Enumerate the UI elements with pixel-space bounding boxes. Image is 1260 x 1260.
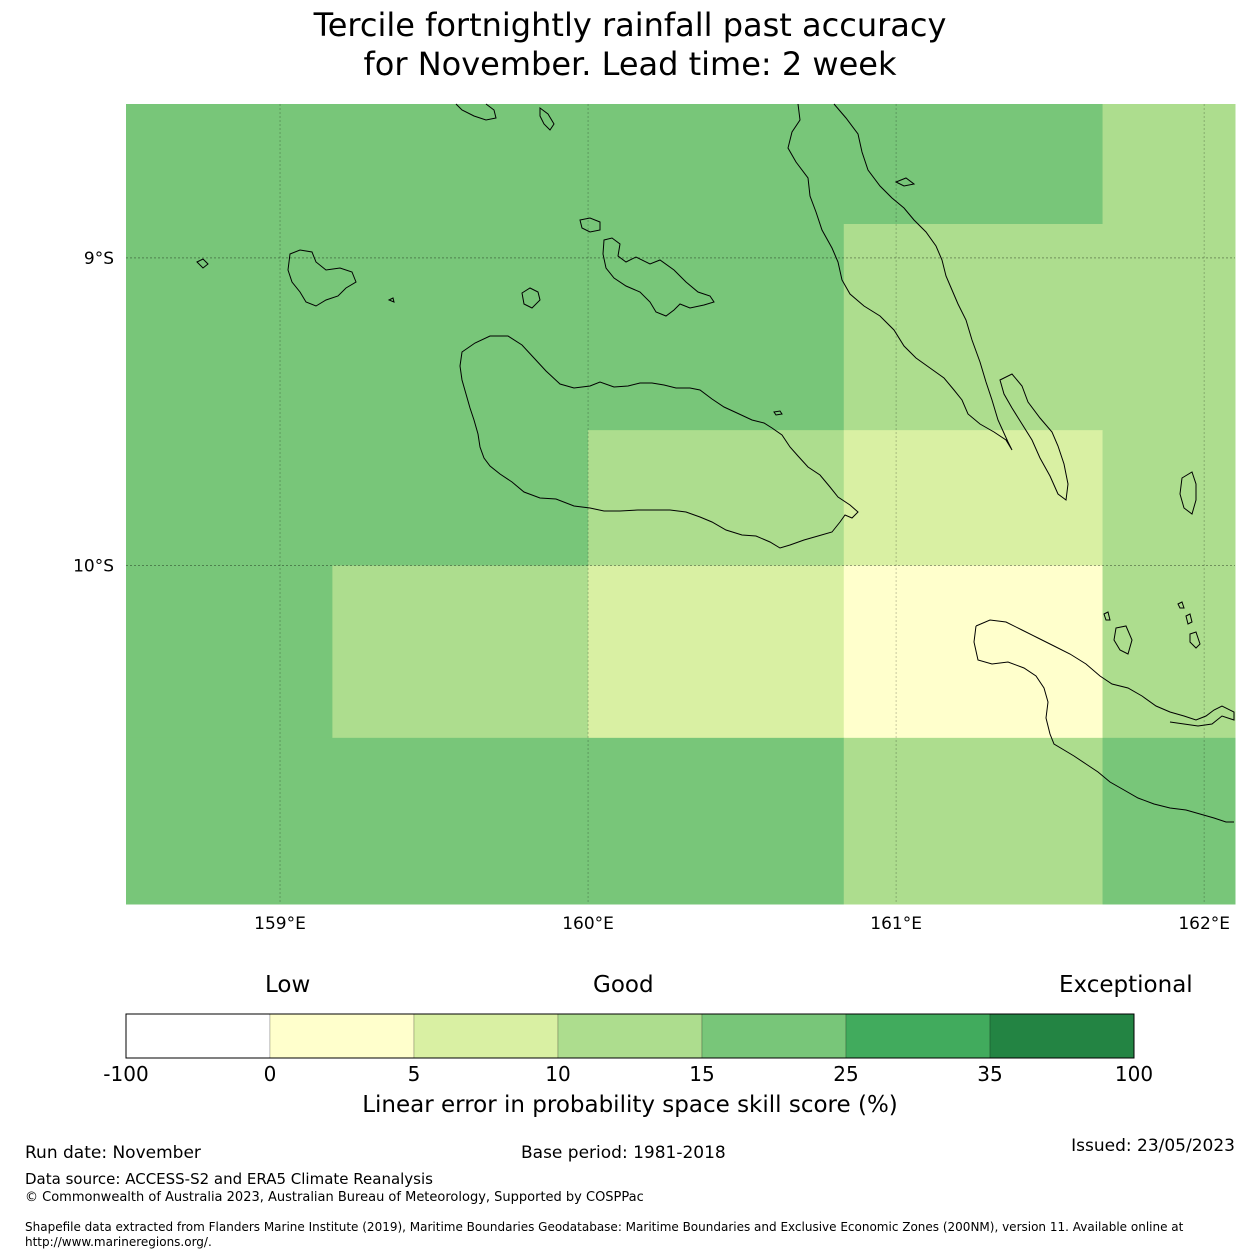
- skill-cell: [843, 104, 1104, 225]
- colorbar: [125, 1013, 1135, 1059]
- island-florida: [602, 237, 715, 317]
- island-santa-isabel: [455, 103, 497, 121]
- skill-cell: [1102, 430, 1236, 567]
- skill-cell: [843, 224, 1104, 431]
- island-small-3: [773, 410, 783, 416]
- run-date: Run date: November: [25, 1143, 201, 1163]
- graticule: [126, 104, 1235, 904]
- island-savo: [521, 287, 541, 309]
- skill-cell: [1102, 104, 1236, 431]
- skill-cell: [843, 737, 1104, 905]
- colorbar-tick-label: 100: [1114, 1062, 1154, 1086]
- map-title: Tercile fortnightly rainfall past accura…: [0, 6, 1260, 84]
- colorbar-segment: [125, 1013, 271, 1059]
- y-tick-label: 9°S: [84, 249, 114, 269]
- island-russell-small: [196, 258, 209, 269]
- colorbar-tick-label: -100: [103, 1062, 149, 1086]
- skill-grid: [126, 104, 1236, 905]
- colorbar-tick-label: 25: [833, 1062, 859, 1086]
- colorbar-outline: [125, 1013, 1135, 1059]
- data-source: Data source: ACCESS-S2 and ERA5 Climate …: [25, 1170, 433, 1188]
- island-small-5: [1177, 601, 1185, 609]
- skill-cell: [1102, 737, 1236, 905]
- skill-cell: [126, 430, 589, 567]
- colorbar-segment: [269, 1013, 415, 1059]
- legend-good-label: Good: [593, 972, 654, 998]
- skill-cell: [332, 565, 589, 739]
- colorbar-tick-label: 15: [689, 1062, 715, 1086]
- x-tick-label: 162°E: [1178, 914, 1230, 934]
- legend-exceptional-label: Exceptional: [1059, 972, 1193, 998]
- island-guadalcanal: [459, 335, 859, 549]
- island-small-1: [387, 297, 395, 303]
- colorbar-tick-label: 5: [407, 1062, 421, 1086]
- skill-cell: [1102, 565, 1236, 739]
- colorbar-tick-label: 0: [263, 1062, 277, 1086]
- island-makira: [975, 619, 1235, 727]
- colorbar-tick-label: 10: [545, 1062, 571, 1086]
- title-line-2: for November. Lead time: 2 week: [363, 45, 897, 83]
- shapefile-credit-2: http://www.marineregions.org/.: [25, 1235, 212, 1249]
- island-ugi: [1113, 625, 1133, 655]
- x-tick-label: 161°E: [870, 914, 922, 934]
- skill-cell: [126, 565, 333, 739]
- island-malaita: [787, 103, 1013, 451]
- colorbar-label: Linear error in probability space skill …: [362, 1092, 898, 1118]
- island-russell: [287, 249, 357, 307]
- copyright: © Commonwealth of Australia 2023, Austra…: [25, 1190, 644, 1205]
- coastlines: [196, 103, 1235, 823]
- island-small-malaita: [999, 373, 1069, 501]
- colorbar-tick-label: 35: [977, 1062, 1003, 1086]
- island-makira-south: [973, 625, 1234, 823]
- skill-cell: [126, 104, 845, 431]
- island-small-7: [1189, 631, 1201, 649]
- colorbar-segment: [845, 1013, 991, 1059]
- island-east-1: [1179, 471, 1197, 515]
- axis-labels: 159°E 160°E 161°E 162°E 9°S 10°S: [73, 249, 1230, 934]
- colorbar-segment: [701, 1013, 847, 1059]
- island-isabel-tip: [539, 107, 555, 131]
- x-tick-label: 160°E: [562, 914, 614, 934]
- skill-cell: [588, 565, 845, 739]
- island-small-4: [1103, 611, 1111, 621]
- legend-low-label: Low: [265, 972, 311, 998]
- issued-date: Issued: 23/05/2023: [1071, 1136, 1235, 1156]
- title-line-1: Tercile fortnightly rainfall past accura…: [313, 6, 947, 44]
- colorbar-segment: [989, 1013, 1135, 1059]
- colorbar-segment: [557, 1013, 703, 1059]
- island-small-2: [894, 177, 916, 187]
- skill-cell: [126, 737, 845, 905]
- island-small-6: [1185, 613, 1193, 625]
- base-period: Base period: 1981-2018: [521, 1143, 726, 1163]
- x-tick-label: 159°E: [254, 914, 306, 934]
- skill-cell: [843, 565, 1104, 739]
- skill-cell: [588, 430, 845, 567]
- island-florida-north: [579, 217, 601, 233]
- colorbar-segment: [413, 1013, 559, 1059]
- shapefile-credit-1: Shapefile data extracted from Flanders M…: [25, 1220, 1184, 1234]
- y-tick-label: 10°S: [73, 557, 114, 577]
